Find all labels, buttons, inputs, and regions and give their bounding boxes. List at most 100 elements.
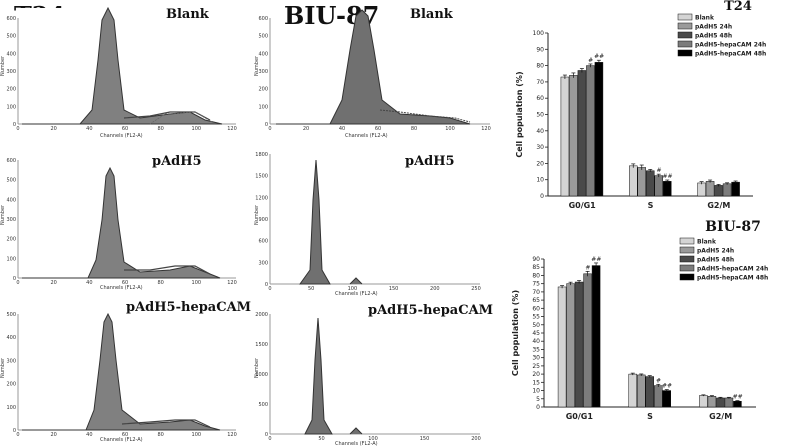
y-tick-label: 20 xyxy=(536,160,544,167)
histogram-ylabel: Number xyxy=(254,357,260,378)
histogram-x-tick-label: 100 xyxy=(368,436,378,442)
bar xyxy=(699,395,708,408)
histogram-x-tick-label: 80 xyxy=(157,280,163,286)
condition-label-padh5: pAdH5 xyxy=(152,154,202,169)
bar xyxy=(707,396,717,408)
histogram-y-tick-label: 2000 xyxy=(255,312,268,318)
histogram-xlabel: Channels (FL2-A) xyxy=(335,291,378,297)
category-label: G0/G1 xyxy=(566,412,594,421)
y-tick-label: 15 xyxy=(532,379,540,386)
bar xyxy=(583,273,592,408)
legend-swatch xyxy=(679,273,695,281)
y-tick-label: 85 xyxy=(532,264,540,271)
histogram-x-tick-label: 60 xyxy=(122,432,128,438)
histogram-y-tick-label: 500 xyxy=(6,34,16,40)
legend-label: pAdH5-hepaCAM 24h xyxy=(697,266,768,273)
bar xyxy=(577,70,587,197)
histogram-biu87-padh5: pAdH5 Number Channels (FL2-A) xyxy=(254,154,480,297)
histogram-y-tick-label: 100 xyxy=(258,104,268,110)
histogram-x-tick-label: 20 xyxy=(50,126,56,132)
histogram-y-tick-label: 500 xyxy=(258,34,268,40)
legend-swatch xyxy=(677,31,693,39)
histogram-x-tick-label: 60 xyxy=(375,126,381,132)
histogram-xlabel: Channels (FL2-A) xyxy=(100,133,143,139)
histogram-x-tick-label: 50 xyxy=(318,436,324,442)
y-tick-label: 45 xyxy=(532,330,540,337)
bar xyxy=(645,376,654,408)
histogram-y-tick-label: 1500 xyxy=(255,342,268,348)
category-label: S xyxy=(648,201,654,210)
bar xyxy=(722,183,732,197)
y-tick-label: 65 xyxy=(532,297,540,304)
y-tick-label: 35 xyxy=(532,346,540,353)
legend-swatch xyxy=(677,22,693,30)
histogram-y-tick-label: 500 xyxy=(6,312,16,318)
y-tick-label: 50 xyxy=(532,322,540,329)
histogram-ylabel: Number xyxy=(0,204,6,225)
legend-label: pAdH5 48h xyxy=(695,33,732,40)
bar xyxy=(662,390,671,408)
y-tick-label: 90 xyxy=(536,46,544,53)
legend-label: pAdH5-hepaCAM 48h xyxy=(695,51,766,58)
legend-label: pAdH5 24h xyxy=(697,248,734,255)
histogram-y-tick-label: 400 xyxy=(258,51,268,57)
bar xyxy=(594,62,604,197)
histogram-x-tick-label: 80 xyxy=(157,126,163,132)
bar xyxy=(628,373,637,408)
bar-chart-title: T24 xyxy=(724,0,752,14)
histogram-y-tick-label: 1200 xyxy=(255,195,268,201)
histogram-y-tick-label: 300 xyxy=(258,260,268,266)
y-tick-label: 60 xyxy=(536,95,544,102)
histogram-x-tick-label: 150 xyxy=(389,286,399,292)
significance-marker: # xyxy=(588,57,593,64)
histogram-x-tick-label: 100 xyxy=(192,126,202,132)
y-axis-label: Cell population (%) xyxy=(515,71,524,157)
histogram-y-tick-label: 0 xyxy=(13,428,16,434)
y-tick-label: 5 xyxy=(536,396,540,403)
bar xyxy=(566,283,575,408)
histogram-y-tick-label: 1000 xyxy=(255,372,268,378)
histogram-x-tick-label: 120 xyxy=(227,280,237,286)
histogram-y-tick-label: 0 xyxy=(265,432,268,438)
histogram-x-tick-label: 0 xyxy=(16,432,19,438)
histogram-y-tick-label: 0 xyxy=(265,282,268,288)
category-label: S xyxy=(647,412,653,421)
bar xyxy=(557,286,567,408)
y-tick-label: 90 xyxy=(532,256,540,263)
histogram-y-tick-label: 900 xyxy=(258,217,268,223)
histogram-x-tick-label: 100 xyxy=(192,432,202,438)
histogram-x-tick-label: 20 xyxy=(50,280,56,286)
histogram-t24-blank: Blank Number Channels (FL2-A) xyxy=(0,6,236,139)
histogram-y-tick-label: 600 xyxy=(6,158,16,164)
legend-label: Blank xyxy=(695,15,715,22)
g1-peak-fill xyxy=(22,6,223,125)
y-tick-label: 40 xyxy=(536,128,544,135)
y-tick-label: 70 xyxy=(532,289,540,296)
y-tick-label: 25 xyxy=(532,363,540,370)
y-tick-label: 70 xyxy=(536,79,544,86)
legend-label: pAdH5 24h xyxy=(695,24,732,31)
bar xyxy=(629,165,638,197)
histogram-x-tick-label: 60 xyxy=(122,280,128,286)
condition-label-blank: Blank xyxy=(166,7,210,22)
histogram-y-tick-label: 300 xyxy=(6,69,16,75)
y-tick-label: 30 xyxy=(532,355,540,362)
bar xyxy=(637,167,646,197)
condition-label-blank: Blank xyxy=(410,7,454,22)
histogram-y-tick-label: 200 xyxy=(6,382,16,388)
histogram-x-tick-label: 20 xyxy=(303,126,309,132)
histogram-x-tick-label: 100 xyxy=(192,280,202,286)
bar xyxy=(646,170,655,197)
significance-marker: # xyxy=(656,167,661,174)
histogram-x-tick-label: 40 xyxy=(86,432,92,438)
y-axis-label: Cell population (%) xyxy=(511,290,520,376)
y-tick-label: 0 xyxy=(536,404,540,411)
category-label: G0/G1 xyxy=(569,201,597,210)
histogram-x-tick-label: 50 xyxy=(308,286,314,292)
y-tick-label: 80 xyxy=(532,272,540,279)
s-phase-trace xyxy=(123,111,211,121)
histogram-ylabel: Number xyxy=(254,55,260,76)
category-label: G2/M xyxy=(709,412,732,421)
histogram-ylabel: Number xyxy=(0,357,6,378)
histogram-xlabel: Channels (FL2-A) xyxy=(100,285,143,291)
